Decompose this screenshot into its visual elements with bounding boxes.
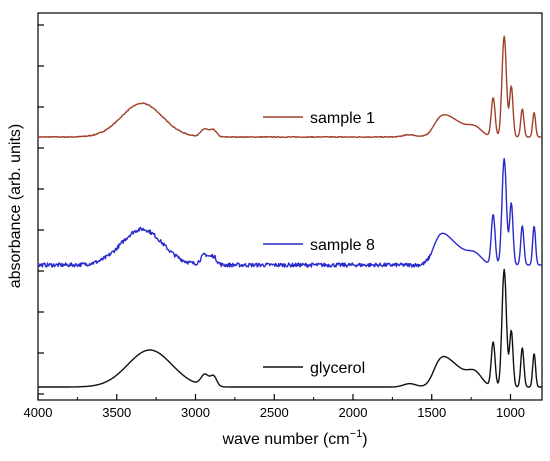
plot-frame (37, 12, 543, 401)
series-layer (37, 35, 543, 388)
legend-label: sample 1 (310, 110, 375, 127)
legend-label: glycerol (310, 360, 365, 377)
x-tick-label: 3000 (181, 405, 210, 420)
x-tick-label: 2000 (339, 405, 368, 420)
x-axis-ticks: 4000 3500 3000 2500 2000 1500 1000 (24, 394, 525, 420)
legend-label: sample 8 (310, 237, 375, 254)
x-tick-label: 2500 (260, 405, 289, 420)
x-tick-label: 1000 (496, 405, 525, 420)
series-line-sample-1 (37, 35, 543, 139)
series-line-glycerol (37, 268, 543, 388)
series-line-sample-8 (37, 157, 543, 268)
y-axis-label: absorbance (arb. units) (7, 124, 24, 289)
x-axis-label-superscript: −1 (350, 428, 363, 440)
x-tick-label: 3500 (102, 405, 131, 420)
inline-legend: sample 1 sample 8 glycerol (263, 110, 375, 377)
y-axis-ticks (38, 24, 44, 395)
x-tick-label: 4000 (24, 405, 53, 420)
x-axis-label: wave number (cm−1) (221, 428, 367, 448)
x-tick-label: 1500 (417, 405, 446, 420)
